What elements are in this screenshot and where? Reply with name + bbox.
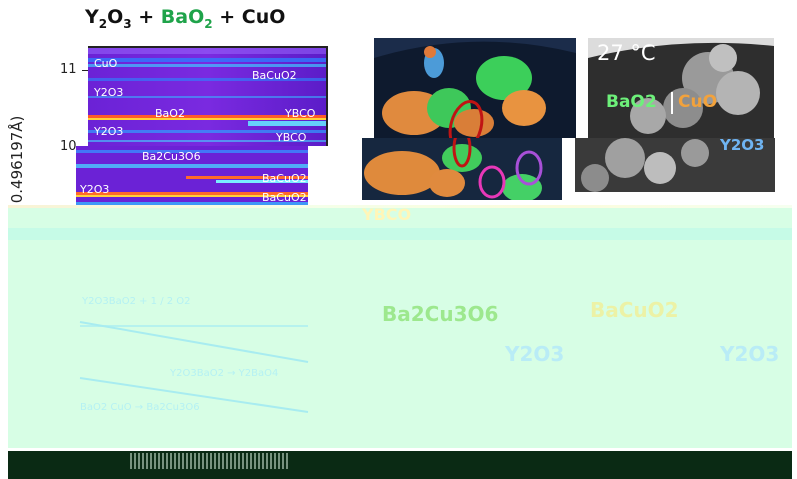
label-y2o3-low: Y2O3 [80,183,110,196]
label-bacuo2-low: BaCuO2 [262,191,307,204]
bottom-dark-band [8,451,792,479]
temperature-label: 27 °C [597,41,656,65]
y2o3-photo-label: Y2O3 [720,136,765,154]
phase-map-photo-lower [362,138,562,200]
faded-phase-c: Y2O3 [505,342,565,366]
faded-plot-lines [79,321,309,413]
faded-ybco-label: YBCO [362,205,412,224]
bottom-noise [130,453,290,469]
map-top-frame [88,46,328,48]
label-bao2: BaO2 [155,107,185,120]
label-y2o3-mid: Y2O3 [94,125,124,138]
faded-stripe [8,228,792,240]
label-bacuo2-top: BaCuO2 [252,69,297,82]
label-ybco: YBCO [285,107,316,120]
figure-title: Y2O3 + BaO2 + CuO [85,6,286,31]
faded-phase-b: BaCuO2 [590,298,679,322]
diffraction-map-top [88,48,328,146]
faded-reaction-3: BaO2 CuO → Ba2Cu3O6 [80,402,200,413]
cuo-photo-label: CuO [678,92,718,112]
sem-photo-top [588,38,774,138]
label-bacuo2-mid: BaCuO2 [262,172,307,185]
bao2-photo-label: BaO2 [606,92,657,112]
phase-map-photo-top [374,38,576,138]
label-cuo: CuO [94,57,118,70]
faded-phase-a: Ba2Cu3O6 [382,302,499,326]
tick-mark-11 [82,70,90,71]
label-y2o3-top: Y2O3 [94,86,124,99]
faded-phase-d: Y2O3 [720,342,780,366]
label-divider [671,92,673,114]
label-ba2cu3o6: Ba2Cu3O6 [142,150,201,163]
faded-panel [8,208,792,448]
sem-photo-lower [575,138,775,192]
y-tick-11: 11 [60,62,77,77]
label-ybco-2: YBCO [276,131,307,144]
faded-reaction-2: Y2O3BaO2 → Y2BaO4 [170,368,279,379]
y-tick-10: 10 [60,139,77,154]
diffraction-map-lower [76,146,308,210]
faded-reaction-1: Y2O3BaO2 + 1 / 2 O2 [82,296,191,307]
map-right-frame [326,46,328,146]
